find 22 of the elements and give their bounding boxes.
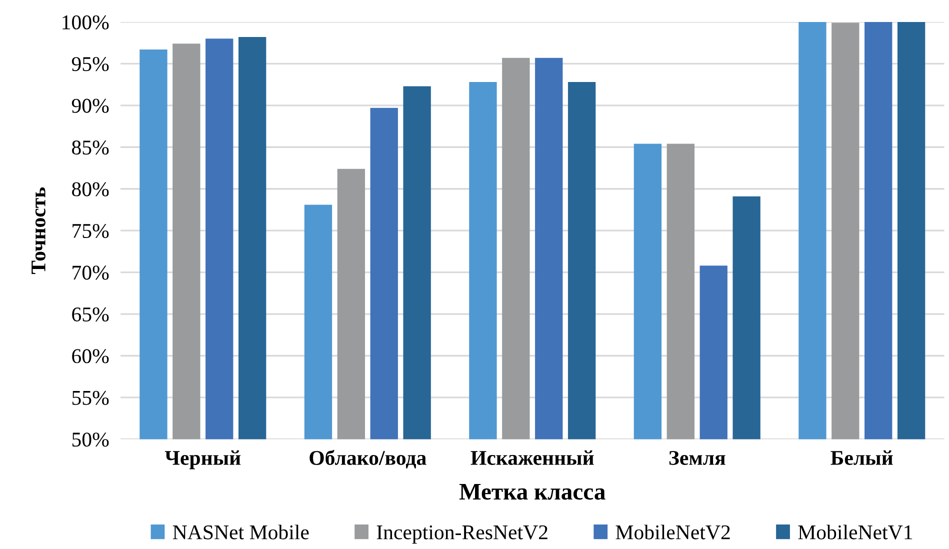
y-tick-label: 50% — [72, 432, 109, 447]
x-tick-label: Искаженный — [470, 450, 594, 465]
y-axis-title: Точность — [32, 187, 46, 274]
x-tick-label: Черный — [164, 450, 241, 470]
legend-label: NASNet Mobile — [172, 524, 309, 540]
y-tick-label: 55% — [72, 390, 109, 405]
y-tick-label: 70% — [72, 266, 109, 280]
legend-label: MobileNetV2 — [616, 524, 730, 540]
x-tick-label: Земля — [669, 450, 726, 465]
y-tick-label: 65% — [72, 307, 109, 322]
y-tick-label: 90% — [72, 98, 109, 113]
x-axis-title: Метка класса — [459, 484, 606, 500]
y-tick-label: 75% — [72, 224, 109, 238]
legend-label: Inception-ResNetV2 — [376, 525, 548, 544]
y-tick-label: 85% — [72, 140, 109, 155]
y-tick-label: 100% — [62, 15, 109, 30]
x-tick-label: Облако/вода — [310, 450, 426, 468]
legend-label: MobileNetV1 — [798, 524, 912, 540]
y-tick-label: 80% — [72, 182, 109, 196]
y-tick-label: 60% — [72, 349, 109, 364]
y-tick-label: 95% — [72, 57, 109, 72]
x-tick-label: Белый — [830, 450, 893, 465]
